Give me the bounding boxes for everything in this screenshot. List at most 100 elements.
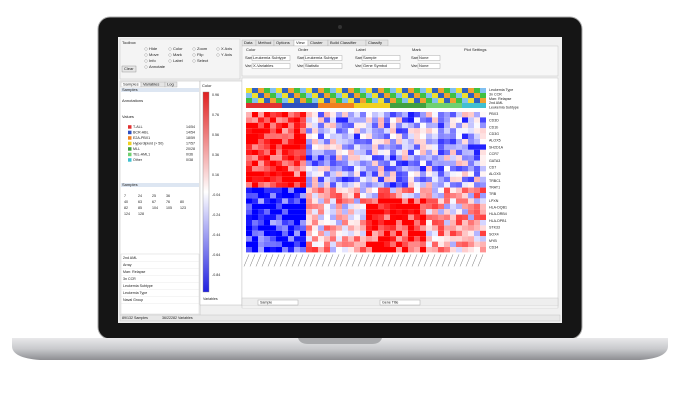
annotations-label: Annotations: [122, 98, 143, 103]
tab-label[interactable]: Options: [276, 40, 290, 45]
heatmap-cell: [426, 182, 432, 188]
heatmap-cell: [348, 144, 354, 150]
heatmap-cell: [450, 241, 456, 247]
heatmap-cell: [468, 193, 474, 199]
heatmap-cell: [342, 198, 348, 204]
annotation-cell: [264, 93, 270, 98]
tab-label[interactable]: Data: [244, 40, 253, 45]
heatmap-cell: [438, 155, 444, 161]
radio[interactable]: [216, 47, 220, 51]
heatmap-cell: [300, 112, 306, 118]
heatmap-cell: [396, 198, 402, 204]
radio[interactable]: [168, 59, 172, 63]
heatmap-cell: [438, 149, 444, 156]
heatmap-cell: [324, 128, 330, 134]
left-tab[interactable]: Log: [167, 82, 174, 87]
tab-label[interactable]: Method: [258, 40, 271, 45]
heatmap-cell: [450, 117, 456, 123]
heatmap-cell: [330, 230, 336, 237]
heatmap-cell: [348, 112, 354, 118]
radio[interactable]: [216, 53, 220, 57]
heatmap-cell: [390, 182, 396, 188]
heatmap-cell: [312, 198, 318, 204]
heatmap-cell: [312, 171, 318, 177]
heatmap-cell: [396, 117, 402, 123]
heatmap-cell: [246, 149, 252, 156]
heatmap-cell: [420, 193, 426, 199]
sample-number: 63: [138, 200, 142, 204]
heatmap-cell: [360, 166, 366, 172]
heatmap-cell: [384, 220, 390, 226]
heatmap-cell: [258, 166, 264, 172]
heatmap-cell: [432, 230, 438, 237]
radio[interactable]: [144, 65, 148, 69]
left-tab[interactable]: Variables: [143, 82, 159, 87]
heatmap-cell: [414, 139, 420, 145]
heatmap-cell: [414, 155, 420, 161]
tab-label[interactable]: Cluster: [310, 40, 323, 45]
heatmap-cell: [306, 122, 312, 129]
radio[interactable]: [192, 47, 196, 51]
annotation-cell: [408, 88, 414, 93]
heatmap-cell: [264, 236, 270, 242]
column-label: [351, 254, 358, 267]
left-tab[interactable]: Samples: [123, 82, 139, 87]
heatmap-cell: [318, 117, 324, 123]
heatmap-cell: [324, 247, 330, 253]
annotation-cell: [384, 88, 390, 93]
heatmap-cell: [342, 155, 348, 161]
tab-label[interactable]: View: [296, 40, 305, 45]
annotation-cell: [480, 93, 486, 98]
radio[interactable]: [192, 59, 196, 63]
tab-label[interactable]: Build Classifier: [330, 40, 357, 45]
heatmap-cell: [294, 171, 300, 177]
tool-label: X Axis: [221, 46, 232, 51]
heatmap-cell: [390, 214, 396, 220]
column-label: [345, 254, 352, 267]
heatmap-cell: [480, 247, 486, 253]
heatmap-cell: [258, 133, 264, 139]
heatmap-cell: [354, 155, 360, 161]
radio[interactable]: [144, 47, 148, 51]
heatmap-cell: [402, 149, 408, 156]
radio[interactable]: [168, 47, 172, 51]
radio[interactable]: [192, 53, 196, 57]
heatmap-cell: [354, 171, 360, 177]
heatmap-cell: [276, 209, 282, 215]
panel: [241, 45, 559, 77]
heatmap-cell: [330, 171, 336, 177]
heatmap-cell: [432, 160, 438, 166]
heatmap-cell: [408, 160, 414, 166]
heatmap-cell: [258, 236, 264, 242]
radio[interactable]: [168, 53, 172, 57]
heatmap-cell: [330, 128, 336, 134]
camera: [338, 25, 342, 29]
heatmap-cell: [420, 122, 426, 129]
heatmap-cell: [366, 144, 372, 150]
heatmap-cell: [324, 187, 330, 193]
heatmap-cell: [306, 193, 312, 199]
heatmap-cell: [354, 187, 360, 193]
heatmap-cell: [330, 220, 336, 226]
heatmap-cell: [438, 166, 444, 172]
heatmap-cell: [312, 187, 318, 193]
radio[interactable]: [144, 59, 148, 63]
radio[interactable]: [144, 53, 148, 57]
tab-label[interactable]: Classify: [368, 40, 382, 45]
annotation-cell: [312, 98, 318, 103]
heatmap-cell: [324, 160, 330, 166]
annotation-cell: [318, 88, 324, 93]
color-tick: 0.96: [212, 93, 219, 97]
heatmap-cell: [246, 176, 252, 183]
heatmap-cell: [408, 128, 414, 134]
heatmap-cell: [264, 182, 270, 188]
annotation-cell: [258, 98, 264, 103]
heatmap-cell: [264, 155, 270, 161]
heatmap-cell: [360, 193, 366, 199]
heatmap-cell: [372, 198, 378, 204]
heatmap-cell: [276, 182, 282, 188]
heatmap-cell: [432, 155, 438, 161]
heatmap-cell: [408, 225, 414, 231]
heatmap-cell: [258, 149, 264, 156]
gene-label: STK33: [489, 226, 500, 230]
